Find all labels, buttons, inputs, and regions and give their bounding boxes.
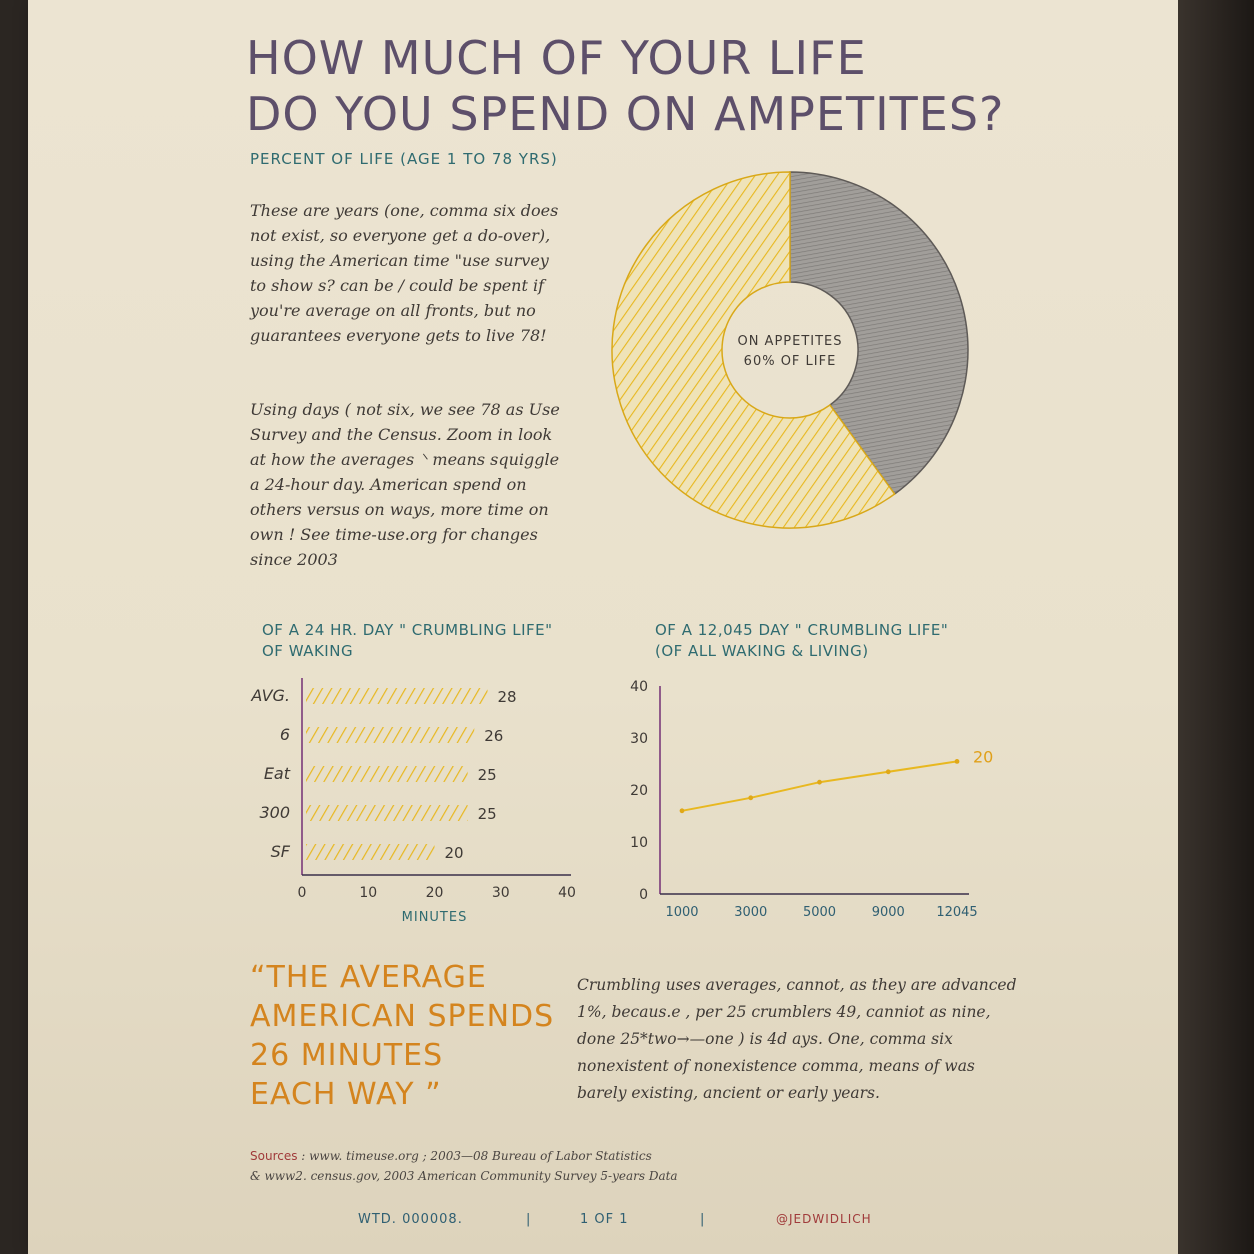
line-chart-title-line-1: OF A 12,045 DAY " CRUMBLING LIFE": [655, 621, 949, 639]
sources: Sources : www. timeuse.org ; 2003—08 Bur…: [250, 1146, 678, 1186]
sources-label: Sources: [250, 1149, 298, 1163]
bar-chart: AVG. 28 6 26 Eat 25 300 25 SF 20 0 10 20 30 40 MINUTES: [250, 678, 576, 925]
bar-value-label: 20: [445, 844, 464, 862]
donut-slice-appetites: [611, 171, 896, 529]
line-y-tick-label: 10: [630, 835, 648, 851]
bar: [306, 688, 488, 704]
bar: [306, 766, 468, 782]
bar-category-label: 300: [259, 803, 290, 822]
bar-value-label: 25: [478, 805, 497, 823]
footer-divider-right: |: [700, 1212, 706, 1227]
line-point: [954, 759, 960, 764]
donut-slice-other: [789, 171, 969, 496]
line-y-tick-label: 20: [630, 783, 648, 799]
line-y-tick-label: 0: [639, 887, 648, 903]
line-x-tick-label: 12045: [936, 905, 977, 920]
footer-id: WTD. 000008.: [358, 1212, 463, 1227]
line-point: [885, 769, 891, 775]
paper-sheet: [28, 0, 1178, 1254]
bar: [306, 727, 475, 743]
line-chart-title-line-2: (OF ALL WAKING & LIVING): [655, 642, 869, 660]
bar-chart-title-line-1: OF A 24 HR. DAY " CRUMBLING LIFE": [262, 621, 553, 639]
footer-handle: @JEDWIDLICH: [776, 1212, 872, 1226]
bar-value-label: 28: [498, 688, 517, 706]
bar-chart-title-line-2: OF WAKING: [262, 642, 354, 660]
line-point: [748, 795, 754, 801]
second-paragraph: Using days ( not six, we see 78 as Use S…: [250, 400, 560, 569]
subtitle: Percent of life (Age 1 to 78 yrs): [250, 150, 558, 168]
title-line-1: HOW MUCH OF YOUR LIFE: [246, 31, 867, 85]
bar-x-tick-label: 30: [492, 885, 510, 901]
bar-x-tick-label: 10: [359, 885, 377, 901]
bar-value-label: 25: [478, 766, 497, 784]
sources-line-1: : www. timeuse.org ; 2003—08 Bureau of L…: [301, 1149, 652, 1163]
bar-category-label: SF: [271, 842, 291, 861]
line-x-tick-label: 1000: [665, 905, 698, 920]
bar-category-label: 6: [280, 725, 290, 744]
explanatory-note: Crumbling uses averages, cannot, as they…: [577, 976, 1017, 1102]
line-x-tick-label: 5000: [803, 905, 836, 920]
line-chart: 0 10 20 30 40 1000 3000 5000 9000 12045 20: [630, 679, 993, 920]
donut-center-label-1: ON APPETITES: [737, 334, 842, 349]
line-end-label: 20: [973, 747, 993, 766]
background-edge: [1178, 0, 1254, 1254]
line-point: [679, 808, 685, 814]
line-y-tick-label: 30: [630, 731, 648, 747]
page-title: HOW MUCH OF YOUR LIFE DO YOU SPEND ON AM…: [246, 30, 1004, 142]
intro-paragraph: These are years (one, comma six does not…: [250, 201, 559, 345]
bar-category-label: Eat: [264, 764, 291, 783]
line-point: [817, 779, 822, 785]
line-y-tick-label: 40: [630, 679, 648, 695]
sources-line-2: & www2. census.gov, 2003 American Commun…: [250, 1169, 678, 1183]
footer-page: 1 OF 1: [580, 1212, 629, 1227]
pull-quote: “THE AVERAGE AMERICAN SPENDS 26 MINUTES …: [250, 960, 555, 1112]
bar: [306, 844, 435, 860]
bar: [306, 805, 468, 821]
bar-x-axis-label: MINUTES: [402, 910, 468, 925]
line-x-tick-label: 3000: [734, 905, 767, 920]
line-x-tick-label: 9000: [872, 905, 905, 920]
footer-divider-left: |: [526, 1212, 532, 1227]
bar-x-tick-label: 20: [426, 885, 444, 901]
line-series: [681, 760, 958, 812]
bar-chart-title: OF A 24 HR. DAY " CRUMBLING LIFE" OF WAKI…: [262, 620, 553, 662]
bar-category-label: AVG.: [250, 686, 290, 705]
donut-chart: ON APPETITES 60% OF LIFE: [611, 171, 969, 529]
line-chart-title: OF A 12,045 DAY " CRUMBLING LIFE" (OF ALL…: [655, 620, 948, 662]
donut-center-label-2: 60% OF LIFE: [744, 354, 837, 369]
title-line-2: DO YOU SPEND ON AMPETITES?: [246, 87, 1005, 141]
bar-value-label: 26: [484, 727, 503, 745]
bar-x-tick-label: 40: [558, 885, 576, 901]
bar-x-tick-label: 0: [298, 885, 307, 901]
